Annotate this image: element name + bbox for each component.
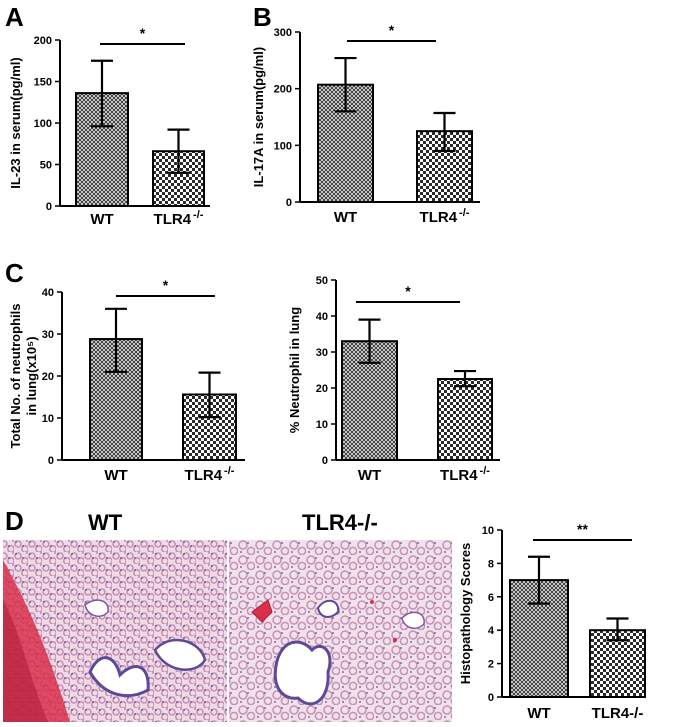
y-tick-label: 30 <box>316 347 328 359</box>
histology-image-tlr4 <box>229 540 452 722</box>
chart-3: 0 10 20 30 40 WT TLR4 -/- * Total No. of neutroph… <box>8 277 245 484</box>
y-tick-label: 6 <box>488 592 494 604</box>
y-tick-label: 10 <box>482 525 494 537</box>
panel-label-d: D <box>5 506 24 536</box>
y-axis-label: IL-17A in serum(pg/ml) <box>251 47 266 187</box>
category-label: TLR4-/- <box>154 209 204 228</box>
y-tick-label: 30 <box>42 329 54 341</box>
y-axis-label: IL-23 in serum(pg/ml) <box>8 57 23 188</box>
panel-label-c: C <box>5 258 24 288</box>
category-label: TLR4-/- <box>185 465 235 484</box>
y-tick-label: 0 <box>322 455 328 467</box>
y-tick-label: 40 <box>42 287 54 299</box>
chart-1: 0 50 100 150 200 WT TLR4 -/- * IL-23 in serum(pg/… <box>8 25 210 228</box>
y-tick-label: 2 <box>488 659 494 671</box>
category-label: TLR4-/- <box>420 207 470 226</box>
category-label: WT <box>527 705 550 722</box>
y-tick-label: 10 <box>42 413 54 425</box>
bar-tlr4 <box>437 378 493 461</box>
significance-marker: ** <box>577 521 588 537</box>
panel-label-b: B <box>253 2 272 32</box>
y-tick-label: 0 <box>48 455 54 467</box>
significance-marker: * <box>163 277 169 293</box>
y-tick-label: 200 <box>34 35 52 47</box>
category-label: TLR4-/- <box>592 705 644 722</box>
chart-4: 0 10 20 30 40 50 WT TLR4 -/- * % Neutrophil in lun… <box>287 275 500 484</box>
histology-title-wt: WT <box>88 510 123 535</box>
significance-marker: * <box>140 25 146 41</box>
y-tick-label: 20 <box>316 383 328 395</box>
y-tick-label: 200 <box>274 84 292 96</box>
category-label: WT <box>90 211 113 228</box>
chart-2: 0 100 200 300 WT TLR4 -/- * IL-17A in serum(pg/m… <box>251 22 480 226</box>
histology-image-wt <box>3 540 227 722</box>
y-tick-label: 100 <box>34 118 52 130</box>
y-tick-label: 10 <box>316 419 328 431</box>
y-tick-label: 0 <box>286 197 292 209</box>
y-tick-label: 40 <box>316 311 328 323</box>
significance-marker: * <box>389 22 395 38</box>
y-tick-label: 0 <box>46 201 52 213</box>
y-tick-label: 50 <box>316 275 328 287</box>
y-tick-label: 4 <box>488 625 495 637</box>
y-tick-label: 20 <box>42 371 54 383</box>
category-label: TLR4-/- <box>440 465 490 484</box>
panel-label-a: A <box>5 2 24 32</box>
y-tick-label: 8 <box>488 558 494 570</box>
bar-tlr4- <box>589 629 646 699</box>
y-axis-label: % Neutrophil in lung <box>287 307 302 433</box>
category-label: WT <box>358 467 381 484</box>
y-axis-label: Histopathology Scores <box>458 543 473 685</box>
y-tick-label: 300 <box>274 27 292 39</box>
category-label: WT <box>334 209 357 226</box>
category-label: WT <box>104 467 127 484</box>
y-tick-label: 150 <box>34 77 52 89</box>
y-axis-label: Total No. of neutrophilsin lung(x10⁵) <box>8 304 39 449</box>
y-tick-label: 100 <box>274 140 292 152</box>
significance-marker: * <box>405 283 411 299</box>
y-tick-label: 0 <box>488 692 494 704</box>
chart-5: 0 2 4 6 8 10 WT TLR4-/- ** Histopathology Scores <box>458 521 646 722</box>
y-tick-label: 50 <box>40 160 52 172</box>
histology-title-tlr4: TLR4-/- <box>302 510 378 535</box>
